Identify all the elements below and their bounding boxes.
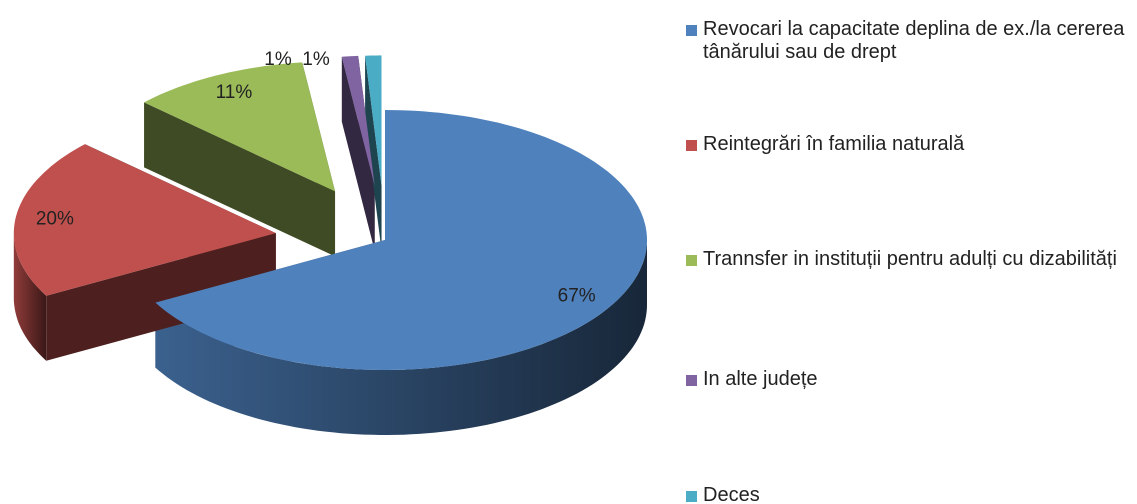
legend-item: Deces bbox=[686, 484, 1131, 504]
slice-wall bbox=[144, 102, 336, 257]
legend-swatch bbox=[686, 140, 697, 151]
data-label: 11% bbox=[216, 82, 253, 103]
legend-label: Reintegrări în familia naturală bbox=[703, 133, 965, 155]
slice-side bbox=[155, 240, 647, 435]
legend-swatch bbox=[686, 255, 697, 266]
legend-swatch bbox=[686, 25, 697, 36]
slice bbox=[341, 55, 375, 186]
legend-item: Revocari la capacitate deplina de ex./la… bbox=[686, 18, 1131, 64]
legend-label: Deces bbox=[703, 484, 760, 504]
legend-swatch bbox=[686, 375, 697, 386]
legend-label: Revocari la capacitate deplina de ex./la… bbox=[703, 18, 1125, 63]
legend-item: In alte județe bbox=[686, 368, 1131, 391]
data-label: 1% bbox=[264, 49, 292, 70]
legend-item: Reintegrări în familia naturală bbox=[686, 133, 1131, 156]
pie-area: 67% 20% 11% 1% 1% bbox=[13, 49, 647, 435]
legend-label: In alte județe bbox=[703, 368, 818, 390]
slice bbox=[144, 62, 336, 192]
legend-swatch bbox=[686, 491, 697, 502]
data-label: 1% bbox=[302, 49, 330, 70]
slice bbox=[13, 144, 276, 296]
slice-wall bbox=[341, 56, 375, 251]
slice bbox=[365, 55, 382, 186]
data-label: 67% bbox=[558, 285, 596, 306]
slice bbox=[155, 110, 647, 370]
slice-tops bbox=[13, 55, 647, 370]
slice-wall bbox=[365, 55, 382, 251]
slice-side bbox=[13, 233, 47, 361]
data-label: 20% bbox=[36, 208, 74, 229]
legend-item: Trannsfer in instituții pentru adulți cu… bbox=[686, 248, 1131, 271]
legend-label: Trannsfer in instituții pentru adulți cu… bbox=[703, 248, 1117, 270]
